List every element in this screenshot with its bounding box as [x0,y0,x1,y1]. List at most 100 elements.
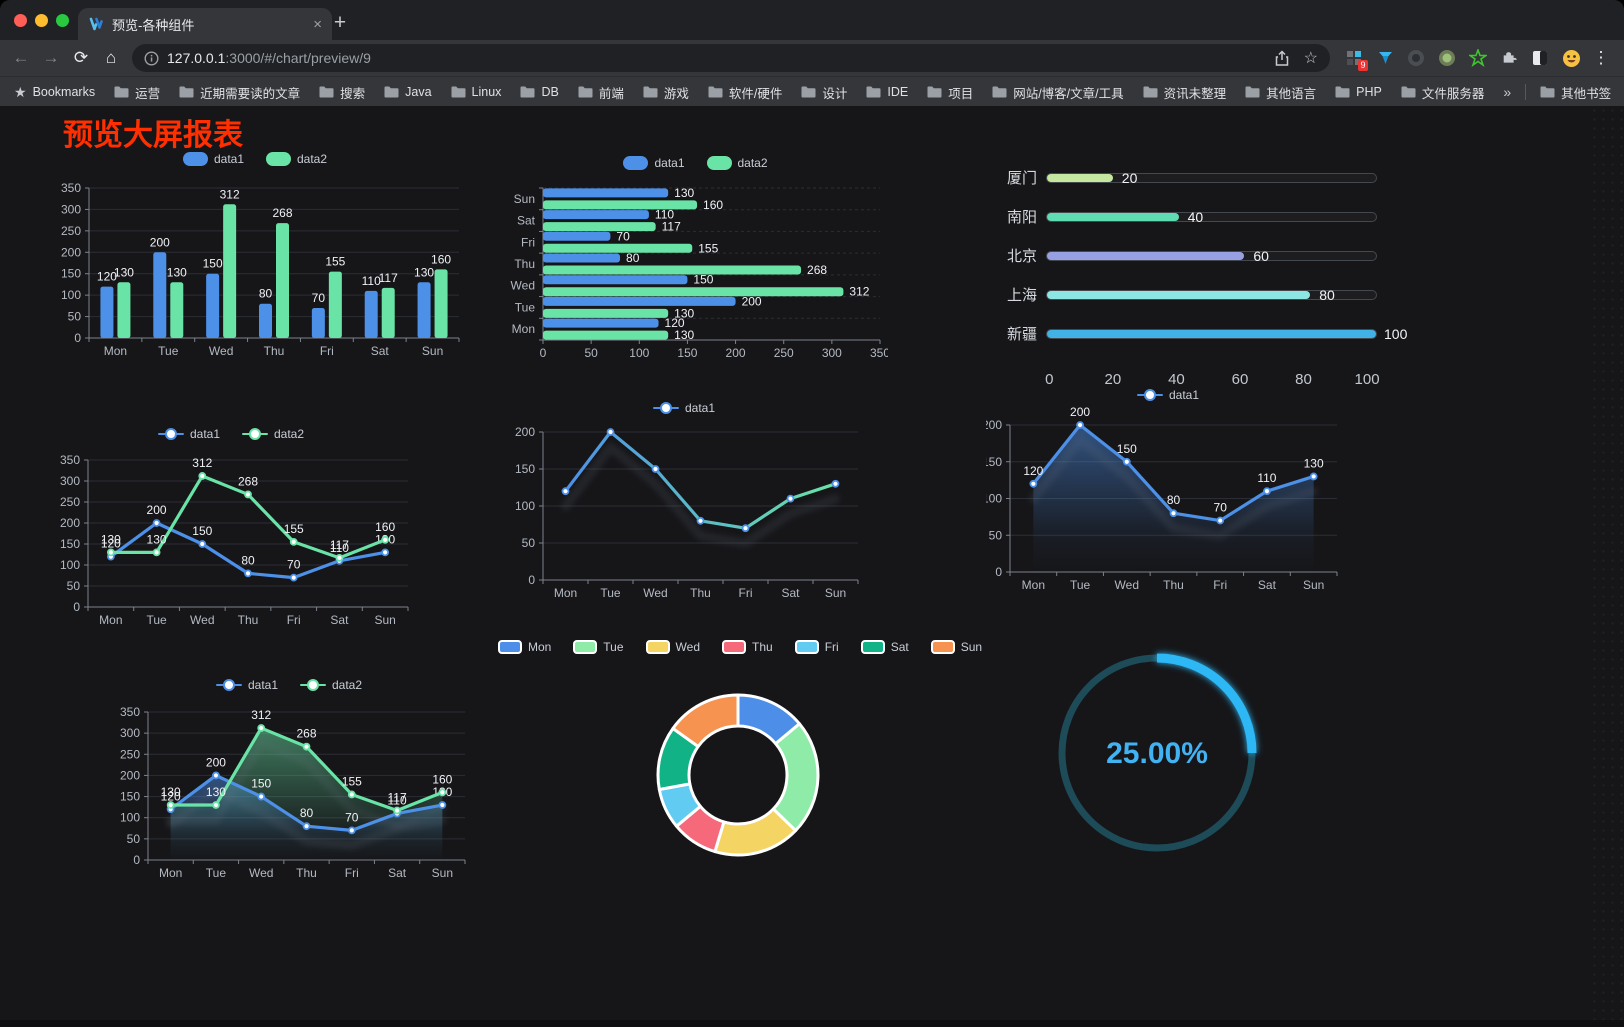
bookmark-folder[interactable]: 网站/博客/文章/工具 [992,83,1124,102]
other-bookmarks-folder[interactable]: 其他书签 [1540,83,1611,102]
bookmark-folder[interactable]: 软件/硬件 [708,83,782,102]
share-icon[interactable] [1274,49,1290,67]
bookmarks-overflow-icon[interactable]: » [1503,84,1512,100]
svg-text:155: 155 [325,255,345,269]
back-icon[interactable]: ← [12,48,30,67]
maximize-window-button[interactable] [56,14,69,27]
legend-item[interactable]: Fri [794,640,839,654]
svg-text:Mon: Mon [159,866,182,880]
bookmark-folder[interactable]: 其他语言 [1245,83,1316,102]
legend-item[interactable]: Sat [860,640,909,654]
minimize-window-button[interactable] [35,14,48,27]
bookmarks-label: Bookmarks [32,85,96,99]
progress-value: 80 [1319,286,1335,303]
legend-item[interactable]: data1 [652,401,715,415]
bookmark-folder[interactable]: 设计 [801,83,847,102]
home-icon[interactable]: ⌂ [105,48,117,67]
emoji-extension-icon[interactable] [1561,48,1581,68]
url-text: 127.0.0.1:3000/#/chart/preview/9 [167,50,371,66]
svg-text:Sat: Sat [371,344,390,358]
svg-text:150: 150 [693,273,713,287]
folder-icon [1401,86,1416,98]
forward-icon[interactable]: → [42,48,60,67]
svg-text:110: 110 [655,208,674,222]
bookmark-folder[interactable]: 前端 [578,83,624,102]
legend-pill-icon [706,156,732,170]
bookmark-folder[interactable]: 搜索 [319,83,365,102]
legend-item[interactable]: data1 [157,427,220,441]
svg-text:Tue: Tue [515,300,536,314]
bookmark-folder[interactable]: 项目 [927,83,973,102]
svg-text:117: 117 [330,538,349,552]
gauge-progress-arc [1156,653,1257,754]
bookmark-folder[interactable]: IDE [866,85,908,99]
extension-grid-icon[interactable]: 9 [1344,48,1368,71]
svg-text:130: 130 [114,265,134,279]
new-tab-button[interactable]: + [333,11,347,34]
legend-line-icon [300,679,326,692]
legend-item[interactable]: Wed [645,640,700,654]
legend-pill-icon [573,640,598,654]
legend-item[interactable]: data2 [242,427,304,441]
browser-tab[interactable]: 预览-各种组件 × [78,8,332,40]
svg-text:160: 160 [375,520,395,534]
folder-icon [451,86,466,98]
legend-item[interactable]: Sun [930,640,982,654]
bookmark-folder[interactable]: 游戏 [643,83,689,102]
svg-text:130: 130 [161,785,181,799]
bookmark-folder[interactable]: Java [384,85,432,99]
bookmark-folder[interactable]: Linux [451,85,501,99]
bookmark-folder[interactable]: DB [520,85,559,99]
svg-text:110: 110 [330,541,349,555]
reload-icon[interactable]: ⟳ [73,48,89,67]
bookmark-folder[interactable]: 文件服务器 [1401,83,1484,102]
progress-track: 100 [1046,326,1407,342]
legend-item[interactable]: data1 [182,152,244,166]
site-info-icon[interactable] [144,50,159,66]
legend-item[interactable]: data1 [1136,388,1199,402]
extensions-puzzle-icon[interactable] [1499,48,1519,68]
svg-text:Sun: Sun [1303,578,1324,592]
chart-area-single: data1 0 50 100 150 200 Mon Tue Wed Thu Fri Sat Sun 12… [986,386,1350,598]
svg-text:Sun: Sun [422,344,443,358]
legend-item[interactable]: data2 [266,152,327,166]
svg-text:50: 50 [989,528,1003,542]
address-bar[interactable]: 127.0.0.1:3000/#/chart/preview/9 ☆ [132,44,1330,72]
bookmark-folder[interactable]: 资讯未整理 [1143,83,1226,102]
svg-text:Fri: Fri [739,586,753,600]
close-window-button[interactable] [14,14,27,27]
svg-text:Tue: Tue [1070,578,1091,592]
svg-text:150: 150 [203,257,223,271]
svg-text:70: 70 [287,558,301,572]
svg-text:200: 200 [1070,405,1090,419]
bookmark-folder[interactable]: 运营 [114,83,160,102]
svg-text:120: 120 [1023,464,1043,478]
legend-item[interactable]: data1 [215,678,278,692]
legend-item[interactable]: Mon [497,640,551,654]
legend-item[interactable]: Tue [573,640,624,654]
legend-item[interactable]: data1 [623,156,685,170]
svg-text:Sun: Sun [514,192,535,206]
legend-item[interactable]: data2 [706,156,768,170]
folder-icon [866,86,881,98]
svg-text:Fri: Fri [320,344,334,358]
extension-dark-circle-icon[interactable] [1406,48,1426,68]
svg-text:70: 70 [1214,501,1228,515]
legend-pill-icon [266,152,291,166]
svg-text:350: 350 [60,453,80,467]
menu-icon[interactable]: ⋮ [1592,48,1610,67]
tab-close-icon[interactable]: × [313,15,322,33]
bookmark-page-star-icon[interactable]: ☆ [1303,50,1318,67]
vue-devtools-icon[interactable] [1375,48,1395,68]
bookmarks-manager[interactable]: ★ Bookmarks [14,84,95,101]
bookmark-folder[interactable]: 近期需要读的文章 [179,83,300,102]
reading-mode-icon[interactable] [1530,48,1550,68]
extension-green-circle-icon[interactable] [1437,48,1457,68]
bar-series-data1: 120 200 150 80 70 110 130 [97,235,434,338]
extension-green-star-icon[interactable] [1468,48,1488,68]
bookmark-folder[interactable]: PHP [1335,85,1382,99]
svg-text:Fri: Fri [1213,578,1227,592]
legend-item[interactable]: Thu [722,640,773,654]
svg-text:150: 150 [677,346,697,360]
legend-item[interactable]: data2 [300,678,362,692]
